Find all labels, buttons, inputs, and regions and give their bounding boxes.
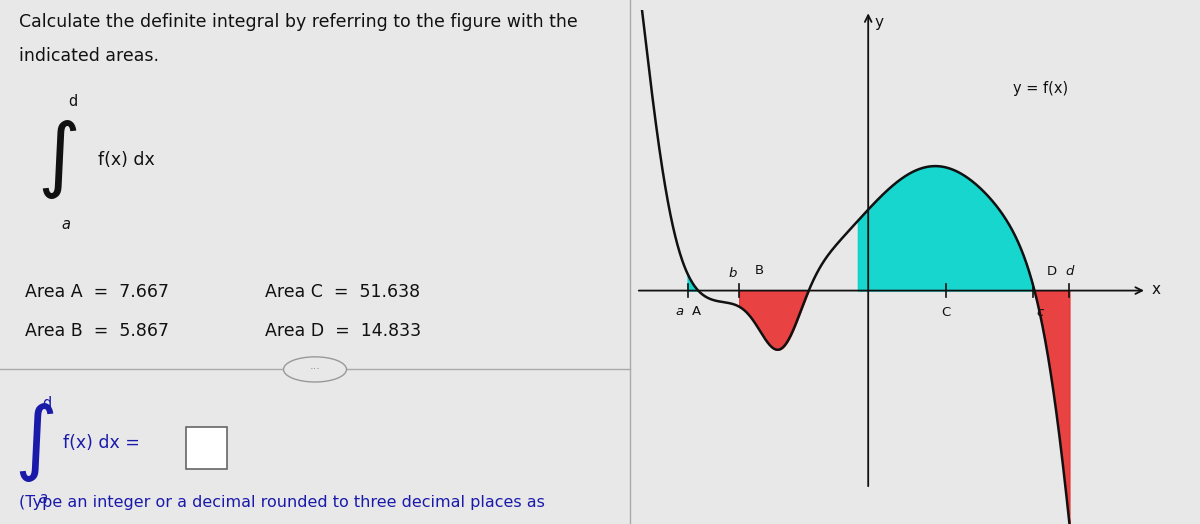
- Text: C: C: [941, 306, 950, 319]
- Text: a: a: [61, 217, 71, 233]
- FancyBboxPatch shape: [186, 427, 227, 469]
- Text: d: d: [68, 94, 77, 110]
- Text: Area C  =  51.638: Area C = 51.638: [264, 283, 420, 301]
- Text: a: a: [38, 491, 47, 506]
- Text: indicated areas.: indicated areas.: [19, 47, 158, 65]
- Text: B: B: [755, 264, 764, 277]
- Text: y: y: [875, 15, 883, 30]
- Text: c: c: [1036, 306, 1043, 319]
- Text: Area B  =  5.867: Area B = 5.867: [25, 322, 169, 340]
- Text: ···: ···: [310, 364, 320, 375]
- Text: (Type an integer or a decimal rounded to three decimal places as: (Type an integer or a decimal rounded to…: [19, 495, 545, 510]
- Text: $\int$: $\int$: [36, 119, 77, 201]
- Text: A: A: [691, 304, 701, 318]
- Text: d: d: [43, 396, 52, 411]
- Text: $\int$: $\int$: [14, 402, 55, 484]
- Text: f(x) dx =: f(x) dx =: [64, 434, 140, 452]
- Text: a: a: [676, 304, 684, 318]
- Text: d: d: [1066, 265, 1074, 278]
- Text: f(x) dx: f(x) dx: [97, 151, 155, 169]
- Text: D: D: [1046, 265, 1056, 278]
- Text: Area A  =  7.667: Area A = 7.667: [25, 283, 169, 301]
- Text: Area D  =  14.833: Area D = 14.833: [264, 322, 421, 340]
- Text: Calculate the definite integral by referring to the figure with the: Calculate the definite integral by refer…: [19, 13, 577, 31]
- Text: y = f(x): y = f(x): [1013, 81, 1068, 96]
- Text: b: b: [728, 267, 737, 280]
- Text: x: x: [1152, 281, 1162, 297]
- Ellipse shape: [283, 357, 347, 382]
